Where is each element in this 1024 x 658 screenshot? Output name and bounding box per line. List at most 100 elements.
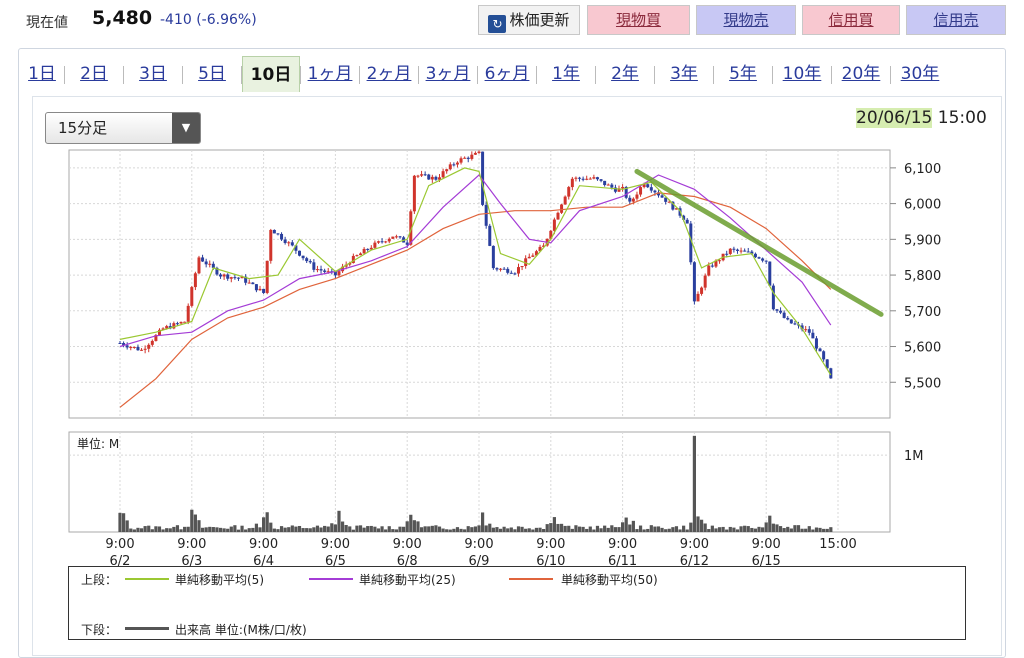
volume-bar	[168, 528, 172, 532]
tab-15[interactable]: 30年	[900, 64, 940, 84]
candle-body	[753, 253, 757, 258]
candle-body	[818, 348, 822, 352]
cash-buy-button[interactable]: 現物買	[587, 5, 690, 35]
interval-select[interactable]: 15分足 ▼	[45, 112, 201, 144]
volume-bar	[653, 526, 657, 532]
candle-body	[682, 215, 686, 220]
legend-sma50-swatch	[509, 578, 553, 580]
chart-date: 20/06/15	[856, 108, 933, 128]
volume-bar	[786, 526, 790, 532]
candle-body	[323, 270, 327, 272]
candle-body	[448, 164, 452, 170]
candle-body	[786, 317, 790, 320]
candle-body	[222, 274, 226, 277]
candle-body	[236, 277, 240, 279]
candle-body	[136, 346, 140, 351]
volume-bar	[678, 529, 682, 532]
volume-bar	[319, 527, 323, 532]
volume-bar	[419, 527, 424, 532]
tab-11[interactable]: 3年	[670, 64, 698, 84]
candle-body	[779, 310, 783, 313]
candle-body	[581, 178, 585, 180]
volume-bar	[800, 528, 804, 532]
tab-0[interactable]: 1日	[28, 64, 56, 84]
tab-12[interactable]: 5年	[729, 64, 757, 84]
y-tick-label: 6,100	[904, 162, 941, 177]
refresh-button[interactable]: ↻ 株価更新	[478, 5, 580, 35]
volume-bar	[552, 517, 556, 532]
candle-body	[140, 349, 144, 351]
volume-bar	[782, 528, 786, 532]
tab-14[interactable]: 20年	[841, 64, 881, 84]
volume-y-tick: 1M	[904, 449, 924, 464]
candle-body	[416, 175, 420, 177]
candle-body	[814, 338, 818, 349]
candle-body	[359, 253, 363, 256]
volume-bar	[696, 516, 700, 532]
volume-bar	[229, 526, 233, 532]
candle-body	[244, 276, 248, 283]
candle-body	[685, 219, 689, 224]
candle-body	[333, 271, 337, 276]
tab-13[interactable]: 10年	[782, 64, 822, 84]
volume-bar	[542, 528, 546, 532]
candle-body	[294, 245, 298, 251]
volume-bar	[498, 528, 503, 532]
candle-body	[183, 321, 187, 323]
volume-bar	[818, 527, 822, 532]
volume-bar	[315, 525, 320, 532]
tab-10[interactable]: 2年	[611, 64, 639, 84]
volume-bar	[599, 528, 603, 532]
volume-bar	[621, 522, 625, 532]
candle-body	[725, 253, 729, 255]
candle-body	[262, 288, 266, 293]
candle-body	[172, 323, 176, 329]
volume-bar	[161, 529, 165, 532]
y-tick-label: 5,700	[904, 305, 941, 320]
margin-buy-button[interactable]: 信用買	[802, 5, 900, 35]
candle-body	[639, 187, 643, 195]
tab-4[interactable]: 10日	[242, 56, 300, 92]
volume-bar	[646, 528, 650, 532]
tab-6[interactable]: 2ヶ月	[366, 64, 412, 84]
legend-volume-swatch	[125, 627, 169, 630]
volume-bar	[441, 528, 445, 532]
volume-bar	[197, 520, 201, 532]
candle-body	[714, 260, 718, 267]
volume-bar	[405, 521, 409, 532]
volume-bar	[811, 529, 815, 532]
tab-9[interactable]: 1年	[552, 64, 580, 84]
volume-bar	[699, 519, 704, 532]
candle-body	[247, 282, 251, 284]
volume-bar	[642, 529, 646, 532]
cash-sell-button[interactable]: 現物売	[696, 5, 796, 35]
tab-2[interactable]: 3日	[139, 64, 167, 84]
volume-bar	[660, 527, 664, 532]
tab-7[interactable]: 3ヶ月	[425, 64, 471, 84]
margin-sell-button[interactable]: 信用売	[906, 5, 1006, 35]
volume-bar	[218, 527, 223, 532]
volume-bar	[534, 527, 539, 532]
tab-5[interactable]: 1ヶ月	[307, 64, 353, 84]
volume-bar	[121, 513, 126, 532]
tab-1[interactable]: 2日	[80, 64, 108, 84]
volume-bar	[402, 526, 406, 532]
tab-8[interactable]: 6ヶ月	[484, 64, 530, 84]
sma5-line	[119, 167, 832, 376]
volume-bar	[617, 527, 621, 532]
candle-body	[610, 184, 614, 188]
y-tick-label: 6,000	[904, 198, 941, 213]
candle-body	[326, 271, 330, 273]
tab-3[interactable]: 5日	[198, 64, 226, 84]
candle-body	[703, 275, 707, 288]
candle-body	[674, 208, 678, 210]
volume-bar	[287, 527, 291, 532]
legend-sma5: 単純移動平均(5)	[175, 573, 264, 587]
top-bar: 現在値 5,480 -410 (-6.96%) ↻ 株価更新 現物買 現物売 信用…	[0, 0, 1024, 44]
volume-bar	[459, 528, 463, 532]
x-tick-time: 9:00	[321, 537, 350, 552]
volume-unit-label: 単位: M	[77, 436, 119, 451]
candle-body	[613, 187, 617, 192]
candle-body	[394, 236, 398, 238]
candle-body	[567, 187, 571, 197]
